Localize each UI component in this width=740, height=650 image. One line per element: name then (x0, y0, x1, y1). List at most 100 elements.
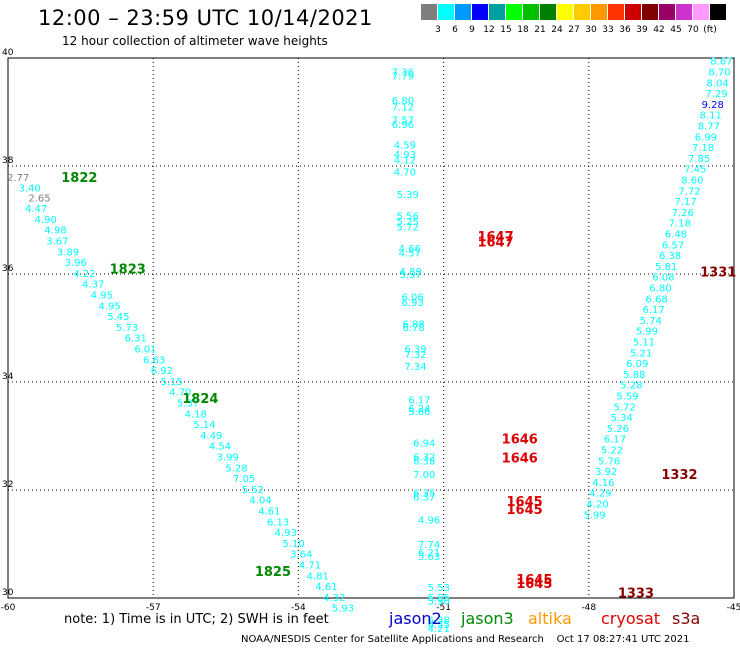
legend-item-altika: altika (528, 609, 572, 628)
x-tick-label: -48 (581, 603, 596, 613)
colorbar-label: 45 (670, 25, 682, 35)
swh-value: 4.16 (592, 478, 614, 489)
swh-value: 4.32 (323, 593, 345, 604)
swh-value: 5.99 (583, 510, 605, 521)
swh-value: 6.24 (408, 404, 430, 415)
swh-value: 7.00 (413, 470, 435, 481)
swh-value: 5.52 (242, 485, 264, 496)
colorbar-label: (ft) (703, 25, 717, 35)
x-tick-label: -60 (1, 603, 16, 613)
swh-value: 5.15 (160, 377, 182, 388)
swh-value: 7.72 (678, 186, 700, 197)
legend-item-cryosat: cryosat (601, 609, 661, 628)
colorbar-swatch (455, 4, 471, 20)
pass-time-label: 1645 (516, 577, 552, 592)
swh-value: 7.17 (674, 197, 696, 208)
swh-value: 6.06 (401, 293, 423, 304)
swh-value: 8.77 (698, 122, 720, 133)
plot-frame (7, 57, 735, 599)
colorbar-swatch (438, 4, 454, 20)
swh-value: 3.92 (595, 467, 617, 478)
swh-value: 6.96 (392, 120, 414, 131)
swh-value: 4.89 (400, 267, 422, 278)
swh-value: 7.34 (404, 362, 426, 373)
swh-value: 6.48 (665, 230, 687, 241)
swh-value: 4.93 (275, 528, 297, 539)
swh-value: 5.97 (400, 270, 422, 281)
colorbar-label: 27 (568, 25, 580, 35)
swh-value: 4.04 (250, 496, 272, 507)
swh-value: 7.29 (705, 89, 727, 100)
swh-value: 7.18 (692, 143, 714, 154)
colorbar-swatch (642, 4, 658, 20)
colorbar-swatch (574, 4, 590, 20)
swh-value: 4.61 (258, 507, 280, 518)
colorbar-label: 36 (619, 25, 631, 35)
swh-value: 5.72 (613, 402, 635, 413)
swh-value: 5.53 (428, 583, 450, 594)
swh-value: 2.65 (28, 193, 50, 204)
swh-value: 7.74 (418, 540, 440, 551)
swh-value: 4.95 (91, 291, 113, 302)
swh-value: 5.39 (397, 190, 419, 201)
swh-value: 5.74 (640, 316, 662, 327)
swh-value: 6.55 (428, 620, 450, 631)
swh-value: 5.11 (633, 338, 655, 349)
swh-value: 5.26 (607, 424, 629, 435)
swh-value: 5.90 (428, 597, 450, 608)
swh-value: 6.32 (413, 453, 435, 464)
colorbar-label: 18 (517, 25, 529, 35)
pass-time-label: 1822 (61, 171, 97, 186)
swh-value: 5.56 (397, 212, 419, 223)
swh-value: 4.71 (299, 561, 321, 572)
swh-value: 6.57 (662, 240, 684, 251)
swh-value: 5.76 (598, 456, 620, 467)
pass-time-label: 1825 (255, 565, 291, 580)
swh-value: 4.21 (428, 624, 450, 635)
footer-credit: NOAA/NESDIS Center for Satellite Applica… (241, 634, 690, 645)
colorbar-swatch (506, 4, 522, 20)
colorbar-label: 6 (452, 25, 458, 35)
pass-time-label: 1333 (618, 587, 654, 602)
swh-value: 3.40 (19, 184, 41, 195)
swh-value: 4.18 (185, 409, 207, 420)
swh-value: 4.66 (399, 244, 421, 255)
colorbar-label: 42 (653, 25, 665, 35)
swh-value: 4.59 (394, 140, 416, 151)
colorbar-label: 33 (602, 25, 614, 35)
swh-value: 5.21 (630, 348, 652, 359)
pass-time-label: 1646 (502, 452, 538, 467)
swh-value: 5.72 (397, 222, 419, 233)
swh-value: 3.64 (290, 550, 312, 561)
y-tick-label: 36 (2, 264, 14, 274)
swh-value: 4.54 (209, 442, 231, 453)
swh-value: 6.38 (659, 251, 681, 262)
colorbar-swatch (591, 4, 607, 20)
swh-value: 3.99 (217, 453, 239, 464)
swh-value: 6.88 (402, 320, 424, 331)
swh-value: 4.61 (315, 582, 337, 593)
swh-value: 3.89 (57, 247, 79, 258)
colorbar-label: 24 (551, 25, 563, 35)
swh-value: 7.45 (684, 165, 706, 176)
pass-time-label: 1647 (477, 236, 513, 251)
swh-value: 4.12 (394, 156, 416, 167)
pass-time-label: 1645 (507, 495, 543, 510)
colorbar-swatch (693, 4, 709, 20)
swh-value: 6.21 (418, 548, 440, 559)
y-tick-label: 40 (2, 48, 14, 58)
colorbar-label: 9 (469, 25, 475, 35)
pass-time-label: 1331 (700, 265, 736, 280)
swh-value: 6.68 (645, 294, 667, 305)
swh-value: 5.73 (116, 323, 138, 334)
y-tick-label: 32 (2, 480, 13, 490)
swh-value: 8.04 (706, 78, 728, 89)
swh-value: 3.96 (65, 258, 87, 269)
swh-value: 8.60 (681, 176, 703, 187)
colorbar-label: 3 (435, 25, 441, 35)
pass-time-label: 1647 (477, 230, 513, 245)
colorbar-swatch (557, 4, 573, 20)
x-tick-label: -57 (146, 603, 161, 613)
swh-value: 7.57 (392, 116, 414, 127)
swh-value: 6.39 (404, 345, 426, 356)
